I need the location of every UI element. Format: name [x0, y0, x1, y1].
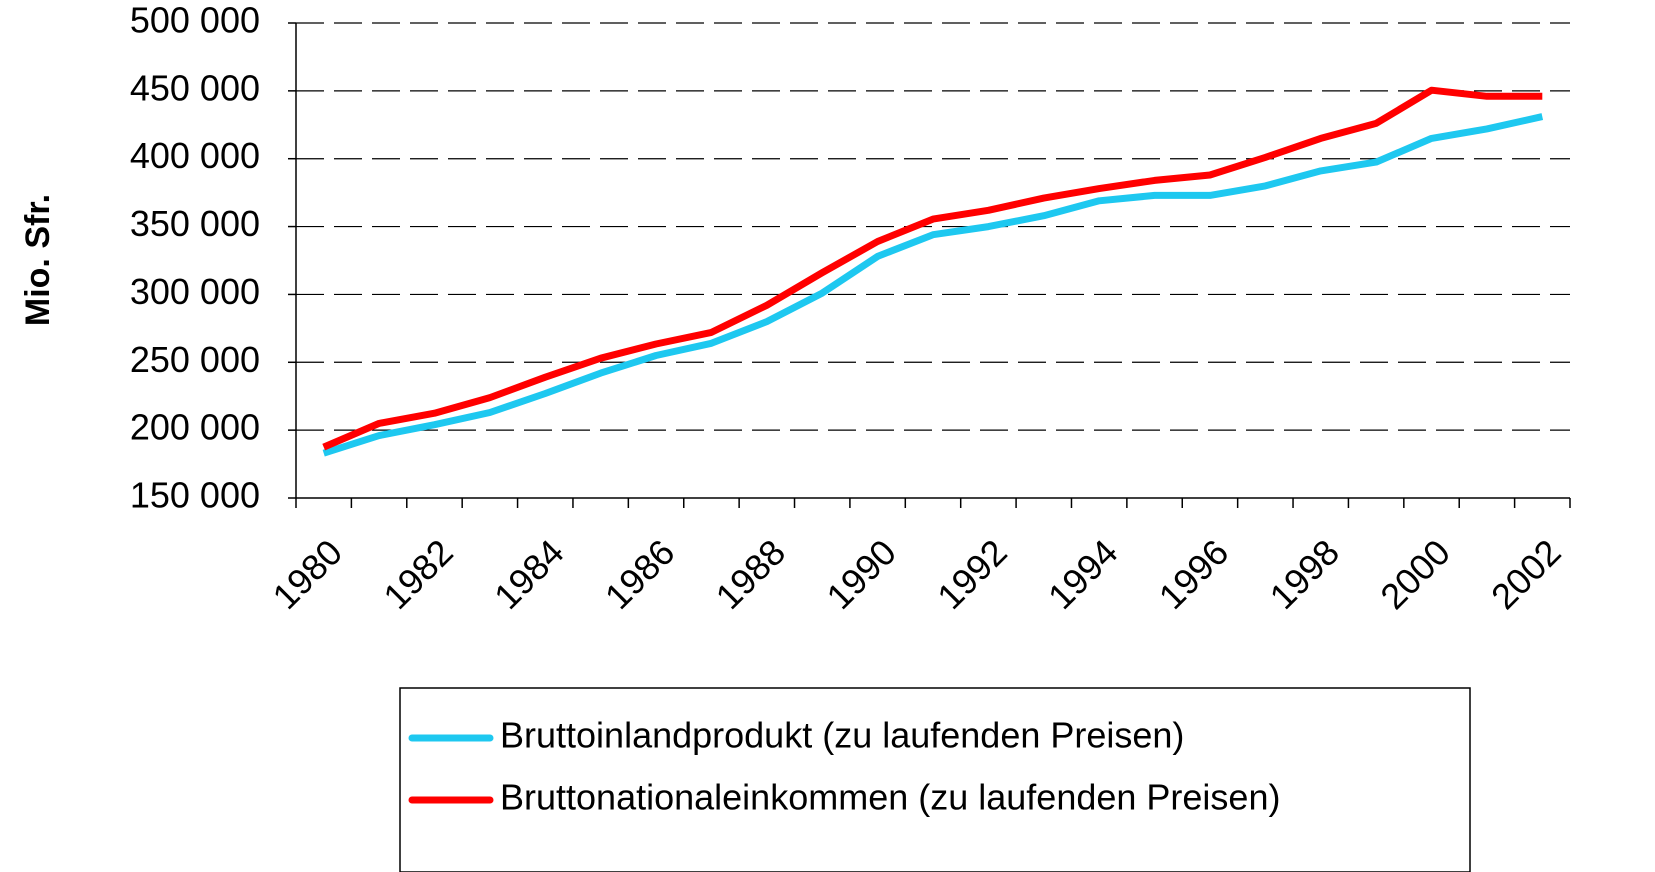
legend-box	[399, 687, 1471, 872]
y-tick-label: 250 000	[130, 339, 260, 380]
x-tick-label: 1994	[1040, 531, 1126, 617]
x-tick-label: 1980	[264, 531, 350, 617]
x-tick-label: 2000	[1372, 531, 1458, 617]
x-tick-label: 1990	[818, 531, 904, 617]
y-tick-label: 150 000	[130, 475, 260, 516]
y-tick-label: 200 000	[130, 407, 260, 448]
x-tick-label: 1984	[486, 531, 572, 617]
x-tick-label: 1982	[375, 531, 461, 617]
x-tick-label: 1988	[708, 531, 794, 617]
y-tick-label: 300 000	[130, 271, 260, 312]
data-line	[322, 86, 1543, 451]
y-tick-label: 350 000	[130, 203, 260, 244]
x-tick-label: 1986	[597, 531, 683, 617]
legend-label: Bruttonationaleinkommen (zu laufenden Pr…	[500, 777, 1280, 818]
y-tick-label: 400 000	[130, 135, 260, 176]
y-tick-label: 450 000	[130, 67, 260, 108]
x-tick-label: 1998	[1261, 531, 1347, 617]
y-tick-label: 500 000	[130, 0, 260, 41]
x-tick-label: 2002	[1483, 531, 1569, 617]
x-tick-label: 1996	[1151, 531, 1237, 617]
data-line	[322, 113, 1544, 457]
x-tick-label: 1992	[929, 531, 1015, 617]
legend-label: Bruttoinlandprodukt (zu laufenden Preise…	[500, 715, 1184, 756]
y-axis-label: Mio. Sfr.	[19, 194, 57, 326]
